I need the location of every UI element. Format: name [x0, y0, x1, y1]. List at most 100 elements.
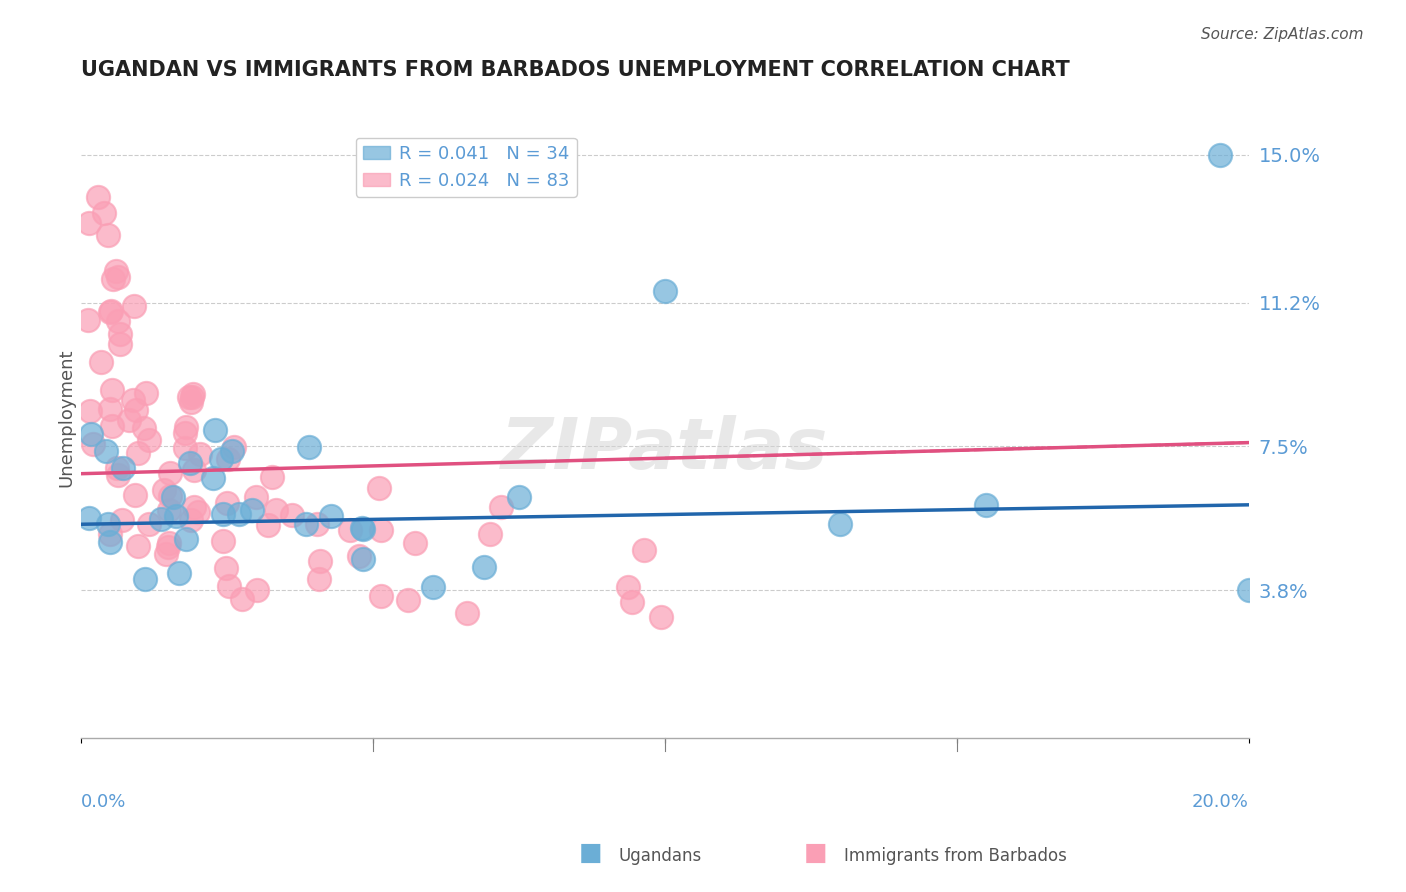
Point: [174, 425, 197, 440]
Point: [101, 418, 124, 433]
Point: [79, 403, 101, 417]
Point: [150, 511, 173, 525]
Point: [654, 284, 676, 298]
Point: [1237, 583, 1260, 598]
Point: [246, 583, 269, 598]
Point: [156, 540, 179, 554]
Text: ZIPatlas: ZIPatlas: [501, 415, 828, 483]
Point: [617, 581, 640, 595]
Point: [127, 445, 149, 459]
Point: [479, 527, 502, 541]
Point: [257, 517, 280, 532]
Point: [104, 264, 127, 278]
Text: ■: ■: [804, 841, 827, 865]
Point: [82, 437, 104, 451]
Point: [174, 532, 197, 546]
Point: [215, 495, 238, 509]
Point: [118, 412, 141, 426]
Point: [201, 471, 224, 485]
Point: [112, 460, 135, 475]
Point: [183, 463, 205, 477]
Point: [217, 452, 239, 467]
Point: [173, 441, 195, 455]
Point: [105, 461, 128, 475]
Point: [77, 215, 100, 229]
Point: [157, 536, 180, 550]
Point: [307, 516, 329, 531]
Point: [165, 508, 187, 523]
Point: [125, 403, 148, 417]
Point: [86, 190, 108, 204]
Point: [100, 401, 122, 416]
Point: [352, 552, 374, 566]
Point: [162, 490, 184, 504]
Point: [110, 513, 132, 527]
Point: [188, 447, 211, 461]
Point: [308, 572, 330, 586]
Point: [295, 516, 318, 531]
Point: [974, 498, 997, 512]
Point: [124, 488, 146, 502]
Point: [309, 554, 332, 568]
Point: [264, 503, 287, 517]
Point: [167, 566, 190, 580]
Point: [80, 426, 103, 441]
Point: [101, 383, 124, 397]
Point: [177, 390, 200, 404]
Point: [180, 513, 202, 527]
Point: [187, 505, 209, 519]
Point: [280, 508, 302, 522]
Point: [159, 466, 181, 480]
Point: [240, 503, 263, 517]
Text: 20.0%: 20.0%: [1192, 793, 1249, 811]
Point: [94, 443, 117, 458]
Text: UGANDAN VS IMMIGRANTS FROM BARBADOS UNEMPLOYMENT CORRELATION CHART: UGANDAN VS IMMIGRANTS FROM BARBADOS UNEM…: [80, 60, 1070, 79]
Legend: R = 0.041   N = 34, R = 0.024   N = 83: R = 0.041 N = 34, R = 0.024 N = 83: [356, 137, 576, 197]
Point: [215, 561, 238, 575]
Point: [204, 423, 226, 437]
Point: [222, 440, 245, 454]
Point: [245, 490, 267, 504]
Point: [221, 443, 243, 458]
Point: [100, 535, 122, 549]
Point: [108, 327, 131, 342]
Point: [153, 483, 176, 497]
Point: [231, 592, 253, 607]
Point: [103, 272, 125, 286]
Point: [155, 547, 177, 561]
Point: [298, 440, 321, 454]
Point: [134, 386, 156, 401]
Point: [97, 228, 120, 243]
Point: [97, 516, 120, 531]
Point: [107, 270, 129, 285]
Point: [107, 467, 129, 482]
Text: Ugandans: Ugandans: [619, 847, 702, 865]
Point: [1209, 148, 1232, 162]
Point: [138, 433, 160, 447]
Point: [93, 206, 115, 220]
Point: [122, 299, 145, 313]
Point: [98, 527, 121, 541]
Point: [181, 386, 204, 401]
Point: [650, 610, 672, 624]
Point: [218, 578, 240, 592]
Point: [228, 508, 250, 522]
Point: [370, 523, 392, 537]
Point: [90, 355, 112, 369]
Point: [472, 560, 495, 574]
Text: Immigrants from Barbados: Immigrants from Barbados: [844, 847, 1067, 865]
Point: [491, 500, 513, 515]
Point: [456, 606, 478, 620]
Point: [77, 510, 100, 524]
Point: [181, 390, 204, 404]
Point: [830, 517, 852, 532]
Point: [127, 540, 149, 554]
Point: [508, 490, 530, 504]
Point: [368, 481, 391, 495]
Point: [212, 507, 235, 521]
Point: [183, 500, 205, 514]
Point: [621, 595, 644, 609]
Point: [138, 517, 160, 532]
Point: [339, 523, 361, 537]
Point: [370, 590, 392, 604]
